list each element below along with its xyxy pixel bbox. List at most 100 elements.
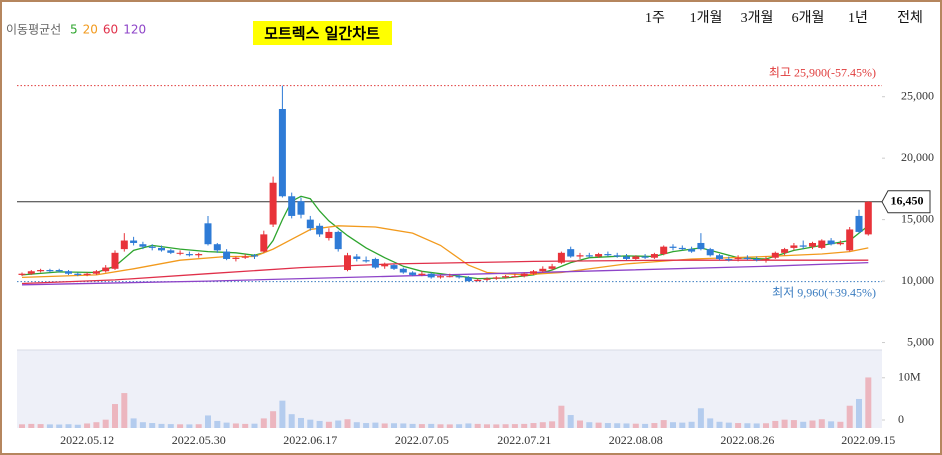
candle-body (409, 272, 417, 275)
candle-body (641, 256, 649, 258)
candle-body (771, 252, 779, 258)
candle-body (492, 277, 500, 279)
candle-body (864, 201, 872, 235)
volume-bar (837, 421, 844, 428)
legend-entry: 120 (123, 23, 146, 37)
candle-body (120, 240, 128, 250)
volume-bar (56, 424, 63, 428)
period-button[interactable]: 전체 (897, 10, 923, 26)
volume-bar (186, 424, 193, 428)
volume-bar (660, 420, 667, 428)
legend-entry: 20 (83, 23, 98, 37)
candle-body (855, 215, 863, 232)
volume-bar (781, 419, 788, 428)
candle-body (678, 247, 686, 250)
x-tick-label: 2022.08.08 (609, 433, 663, 447)
candle-body (102, 267, 110, 272)
title-box (253, 21, 392, 45)
candle-body (74, 273, 82, 275)
candle-body (353, 256, 361, 259)
candle-body (669, 246, 677, 248)
volume-bar (149, 423, 156, 428)
volume-bar (325, 421, 332, 428)
volume-bar (502, 424, 509, 428)
candle-body (567, 249, 575, 257)
candle-body (595, 254, 603, 257)
candle-body (632, 256, 640, 259)
volume-bar (725, 422, 732, 428)
volume-bar (84, 423, 91, 428)
volume-tick-label: 10M (898, 370, 921, 384)
period-button[interactable]: 1년 (848, 10, 868, 26)
candle-body (734, 257, 742, 259)
volume-bar (316, 420, 323, 428)
candle-body (474, 279, 482, 282)
candle-body (223, 251, 231, 259)
candle-body (148, 246, 156, 248)
candle-body (344, 255, 351, 271)
candle-body (139, 244, 147, 247)
volume-bar (74, 424, 81, 428)
candle-body (743, 257, 751, 259)
volume-bar (232, 423, 239, 428)
candle-body (697, 242, 705, 250)
volume-bar (223, 422, 230, 428)
volume-bar (391, 423, 397, 428)
volume-bar (586, 422, 593, 428)
candle-body (418, 273, 426, 275)
candle-body (483, 278, 491, 280)
last-price-label: 16,450 (891, 194, 924, 208)
candle-body (297, 201, 305, 215)
volume-panel (17, 350, 882, 428)
volume-bar (19, 424, 25, 428)
legend-entry: 5 (70, 23, 78, 37)
volume-bar (28, 423, 35, 428)
candle-body (455, 276, 463, 278)
volume-bar (372, 422, 379, 428)
candle-body (316, 225, 324, 235)
period-button[interactable]: 1주 (645, 11, 665, 26)
candle-body (362, 260, 370, 262)
volume-bar (790, 420, 797, 428)
candle-body (83, 273, 91, 275)
candle-body (502, 276, 510, 278)
volume-bar (428, 423, 435, 428)
volume-bar (604, 423, 611, 428)
candle-body (836, 242, 844, 245)
volume-bar (112, 404, 118, 428)
candle-body (37, 270, 45, 272)
volume-bar (511, 424, 518, 428)
candle-body (688, 249, 696, 252)
candle-body (660, 246, 668, 255)
candle-body (381, 263, 389, 267)
legend-entry: 60 (103, 23, 118, 37)
candle-body (204, 223, 212, 245)
candle-body (762, 258, 770, 261)
candle-body (827, 240, 835, 245)
candle-body (167, 250, 175, 253)
volume-bar (214, 420, 221, 428)
period-button[interactable]: 3개월 (741, 10, 774, 26)
volume-tick-label: 0 (898, 412, 904, 426)
candle-body (65, 271, 72, 274)
volume-bar (307, 419, 314, 428)
candle-body (427, 273, 435, 278)
candle-body (623, 256, 630, 259)
last-price-box (881, 190, 931, 214)
candle-body (390, 265, 398, 269)
period-button[interactable]: 1개월 (690, 10, 723, 26)
candle-body (18, 273, 26, 275)
volume-bar (818, 419, 825, 428)
x-tick-label: 2022.08.26 (720, 433, 774, 447)
candle-body (399, 268, 407, 273)
volume-bar (530, 423, 537, 428)
period-button[interactable]: 6개월 (792, 10, 825, 26)
candle-body (334, 231, 342, 250)
candle-body (818, 240, 826, 248)
candle-body (55, 270, 63, 272)
volume-bar (353, 422, 360, 428)
candle-body (576, 255, 584, 257)
volume-bar (279, 400, 286, 428)
